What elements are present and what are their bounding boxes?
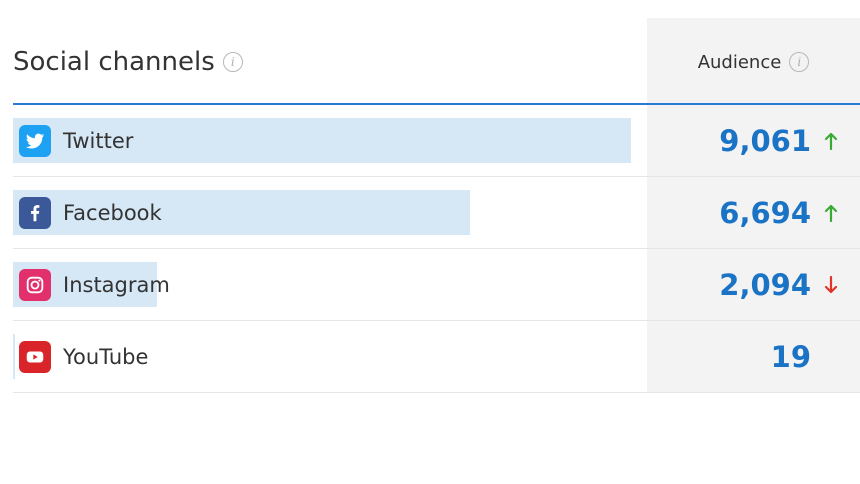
- audience-share-bar: [13, 118, 631, 163]
- audience-header-label: Audience: [697, 51, 782, 73]
- info-icon[interactable]: i: [789, 52, 810, 72]
- channel-row-youtube[interactable]: YouTube 19: [13, 321, 860, 393]
- audience-column-background: [647, 18, 860, 393]
- audience-value: 2,094: [719, 268, 811, 302]
- channel-name: YouTube: [63, 345, 149, 369]
- channel-name: Facebook: [63, 201, 162, 225]
- audience-value: 9,061: [719, 124, 811, 158]
- widget-title: Social channels: [13, 47, 215, 77]
- facebook-icon: [19, 197, 51, 229]
- channel-row-facebook[interactable]: Facebook 6,694: [13, 177, 860, 249]
- instagram-icon: [19, 269, 51, 301]
- row-divider: [13, 320, 860, 321]
- audience-column-header: Audience i: [647, 48, 860, 76]
- row-divider: [13, 392, 860, 393]
- audience-value: 6,694: [719, 196, 811, 230]
- row-divider: [13, 248, 860, 249]
- youtube-icon: [19, 341, 51, 373]
- arrow-down-icon: [821, 273, 841, 297]
- channel-label: Instagram: [19, 269, 170, 301]
- channel-label: YouTube: [19, 341, 148, 373]
- channel-name: Twitter: [63, 129, 134, 153]
- arrow-up-icon: [821, 129, 841, 153]
- audience-share-bar: [13, 190, 470, 235]
- row-divider: [13, 176, 860, 177]
- channel-label: Twitter: [19, 125, 133, 157]
- header-divider: [13, 103, 860, 105]
- channel-name: Instagram: [63, 273, 170, 297]
- audience-share-bar: [13, 334, 15, 379]
- arrow-up-icon: [821, 201, 841, 225]
- widget-header: Social channels i: [13, 44, 243, 80]
- audience-value: 19: [770, 340, 811, 374]
- channel-row-twitter[interactable]: Twitter 9,061: [13, 105, 860, 177]
- channel-row-instagram[interactable]: Instagram 2,094: [13, 249, 860, 321]
- twitter-icon: [19, 125, 51, 157]
- channel-label: Facebook: [19, 197, 162, 229]
- info-icon[interactable]: i: [222, 52, 243, 72]
